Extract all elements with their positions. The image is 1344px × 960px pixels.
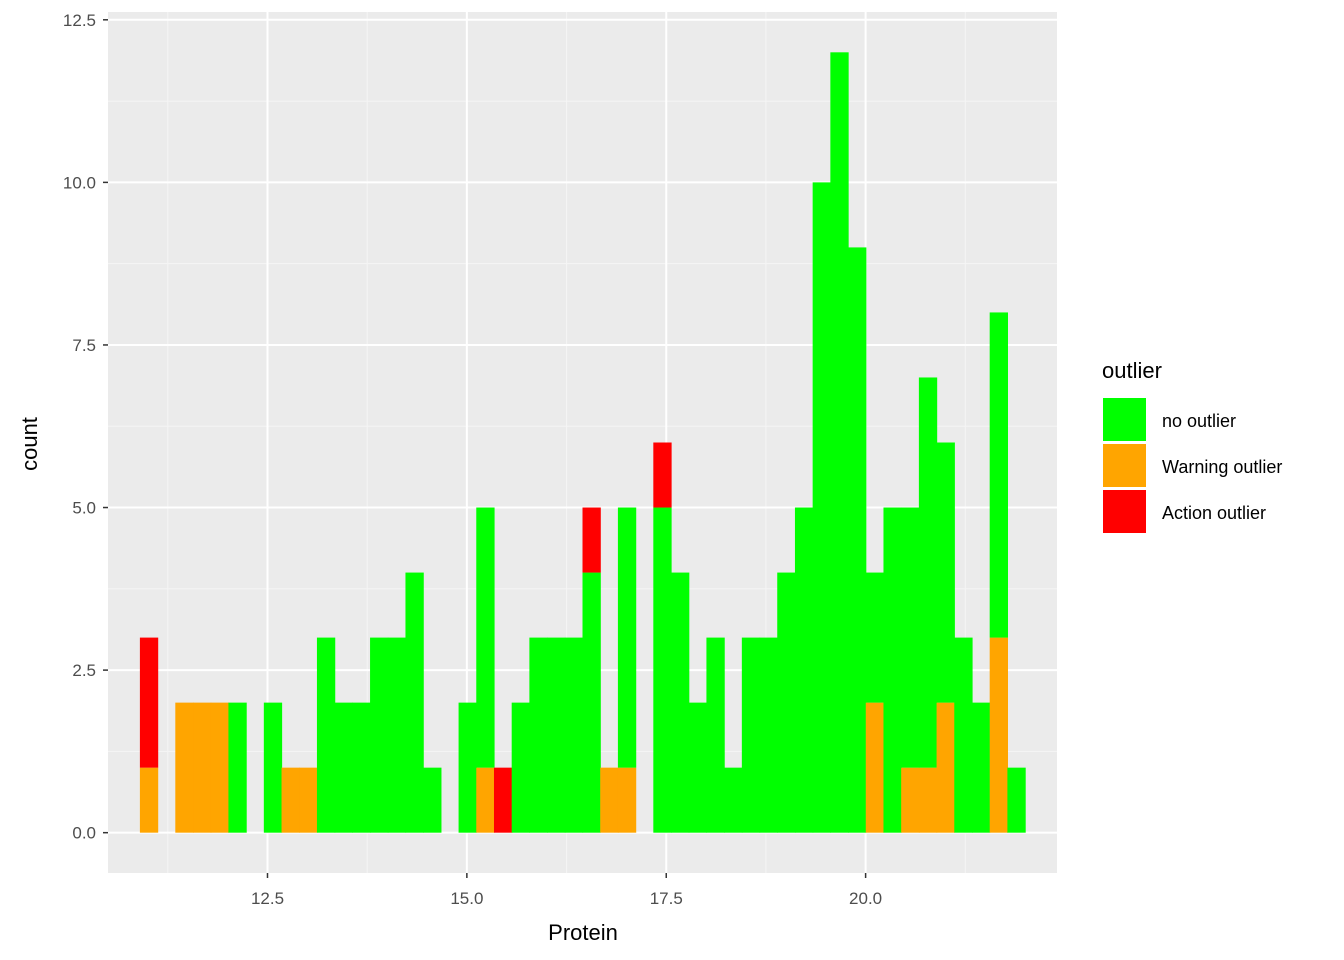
y-axis-title: count bbox=[17, 417, 42, 471]
y-tick-label: 2.5 bbox=[72, 661, 96, 680]
bar-no-outlier bbox=[529, 637, 548, 833]
x-tick-label: 12.5 bbox=[251, 889, 284, 908]
bar-warning-outlier bbox=[210, 702, 230, 833]
legend-label: no outlier bbox=[1162, 411, 1236, 431]
bar-warning-outlier bbox=[299, 767, 318, 833]
legend: outlier no outlier Warning outlier Action … bbox=[1102, 358, 1282, 533]
bar-no-outlier bbox=[458, 702, 477, 833]
bar-no-outlier bbox=[405, 572, 424, 833]
bar-no-outlier bbox=[812, 182, 831, 833]
bar-no-outlier bbox=[724, 767, 743, 833]
bar-no-outlier bbox=[777, 572, 796, 833]
bar-no-outlier bbox=[582, 572, 601, 833]
bar-no-outlier bbox=[901, 507, 920, 768]
bar-no-outlier bbox=[830, 52, 849, 833]
bar-warning-outlier bbox=[193, 702, 212, 833]
bar-warning-outlier bbox=[600, 767, 619, 833]
bar-action-outlier bbox=[653, 442, 672, 508]
bar-no-outlier bbox=[971, 702, 991, 833]
y-tick-label: 5.0 bbox=[72, 499, 96, 518]
y-tick-label: 10.0 bbox=[63, 173, 96, 192]
bar-no-outlier bbox=[370, 637, 389, 833]
bar-no-outlier bbox=[671, 572, 690, 833]
bar-no-outlier bbox=[706, 637, 725, 833]
x-axis-ticks: 12.5 15.0 17.5 20.0 bbox=[251, 873, 882, 908]
bar-no-outlier bbox=[334, 702, 353, 833]
bar-action-outlier bbox=[139, 637, 159, 768]
bar-warning-outlier bbox=[901, 767, 920, 833]
bar-warning-outlier bbox=[989, 637, 1008, 833]
bar-no-outlier bbox=[423, 767, 442, 833]
bar-no-outlier bbox=[547, 637, 566, 833]
bar-warning-outlier bbox=[918, 767, 938, 833]
bar-no-outlier bbox=[741, 637, 761, 833]
bar-action-outlier bbox=[582, 507, 601, 573]
bar-no-outlier bbox=[564, 637, 584, 833]
legend-label: Warning outlier bbox=[1162, 457, 1282, 477]
bar-no-outlier bbox=[228, 702, 247, 833]
bar-no-outlier bbox=[617, 507, 637, 768]
bar-no-outlier bbox=[989, 312, 1008, 638]
bar-warning-outlier bbox=[617, 767, 637, 833]
bar-warning-outlier bbox=[281, 767, 300, 833]
x-axis-title: Protein bbox=[548, 920, 618, 945]
bar-no-outlier bbox=[316, 637, 336, 833]
x-tick-label: 15.0 bbox=[450, 889, 483, 908]
x-tick-label: 20.0 bbox=[849, 889, 882, 908]
y-axis-ticks: 0.0 2.5 5.0 7.5 10.0 12.5 bbox=[63, 11, 108, 843]
bar-no-outlier bbox=[352, 702, 371, 833]
bar-no-outlier bbox=[936, 442, 955, 703]
bar-no-outlier bbox=[794, 507, 814, 833]
bar-no-outlier bbox=[918, 377, 938, 768]
x-tick-label: 17.5 bbox=[650, 889, 683, 908]
bar-no-outlier bbox=[848, 247, 867, 833]
legend-label: Action outlier bbox=[1162, 503, 1266, 523]
y-tick-label: 0.0 bbox=[72, 824, 96, 843]
bar-warning-outlier bbox=[139, 767, 159, 833]
legend-key-warning-outlier bbox=[1103, 444, 1146, 487]
bar-warning-outlier bbox=[936, 702, 955, 833]
bar-no-outlier bbox=[263, 702, 283, 833]
legend-title: outlier bbox=[1102, 358, 1162, 383]
y-tick-label: 12.5 bbox=[63, 11, 96, 30]
bar-no-outlier bbox=[883, 507, 902, 833]
bar-warning-outlier bbox=[175, 702, 194, 833]
bar-no-outlier bbox=[759, 637, 778, 833]
bar-warning-outlier bbox=[476, 767, 495, 833]
y-tick-label: 7.5 bbox=[72, 336, 96, 355]
bar-no-outlier bbox=[688, 702, 708, 833]
legend-key-action-outlier bbox=[1103, 490, 1146, 533]
bar-no-outlier bbox=[653, 507, 672, 833]
bar-no-outlier bbox=[476, 507, 495, 768]
bar-warning-outlier bbox=[865, 702, 885, 833]
bar-no-outlier bbox=[387, 637, 407, 833]
histogram-bars bbox=[139, 52, 1026, 833]
bar-no-outlier bbox=[954, 637, 973, 833]
bar-no-outlier bbox=[865, 572, 885, 703]
bar-no-outlier bbox=[1007, 767, 1026, 833]
legend-items: no outlier Warning outlier Action outlier bbox=[1103, 398, 1282, 533]
legend-key-no-outlier bbox=[1103, 398, 1146, 441]
bar-no-outlier bbox=[511, 702, 530, 833]
bar-action-outlier bbox=[493, 767, 513, 833]
